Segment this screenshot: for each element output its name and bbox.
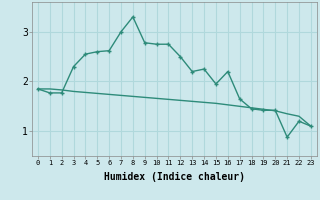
X-axis label: Humidex (Indice chaleur): Humidex (Indice chaleur) — [104, 172, 245, 182]
